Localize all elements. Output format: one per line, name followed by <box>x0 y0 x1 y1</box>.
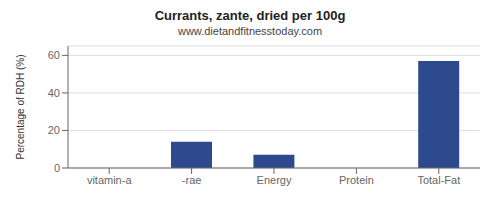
svg-text:-rae: -rae <box>182 174 202 186</box>
svg-text:20: 20 <box>48 124 60 136</box>
svg-text:vitamin-a: vitamin-a <box>87 174 133 186</box>
svg-text:Energy: Energy <box>257 174 292 186</box>
svg-text:40: 40 <box>48 87 60 99</box>
html-text:www.dietandfitnesstoday.com: www.dietandfitnesstoday.com <box>178 25 322 37</box>
svg-text:Total-Fat: Total-Fat <box>417 174 460 186</box>
svg-text:Percentage of RDH (%): Percentage of RDH (%) <box>15 54 26 159</box>
svg-text:0: 0 <box>54 162 60 174</box>
svg-text:60: 60 <box>48 49 60 61</box>
svg-text:Protein: Protein <box>339 174 374 186</box>
html-text:Currants, zante, dried per 100: Currants, zante, dried per 100g <box>154 8 346 23</box>
